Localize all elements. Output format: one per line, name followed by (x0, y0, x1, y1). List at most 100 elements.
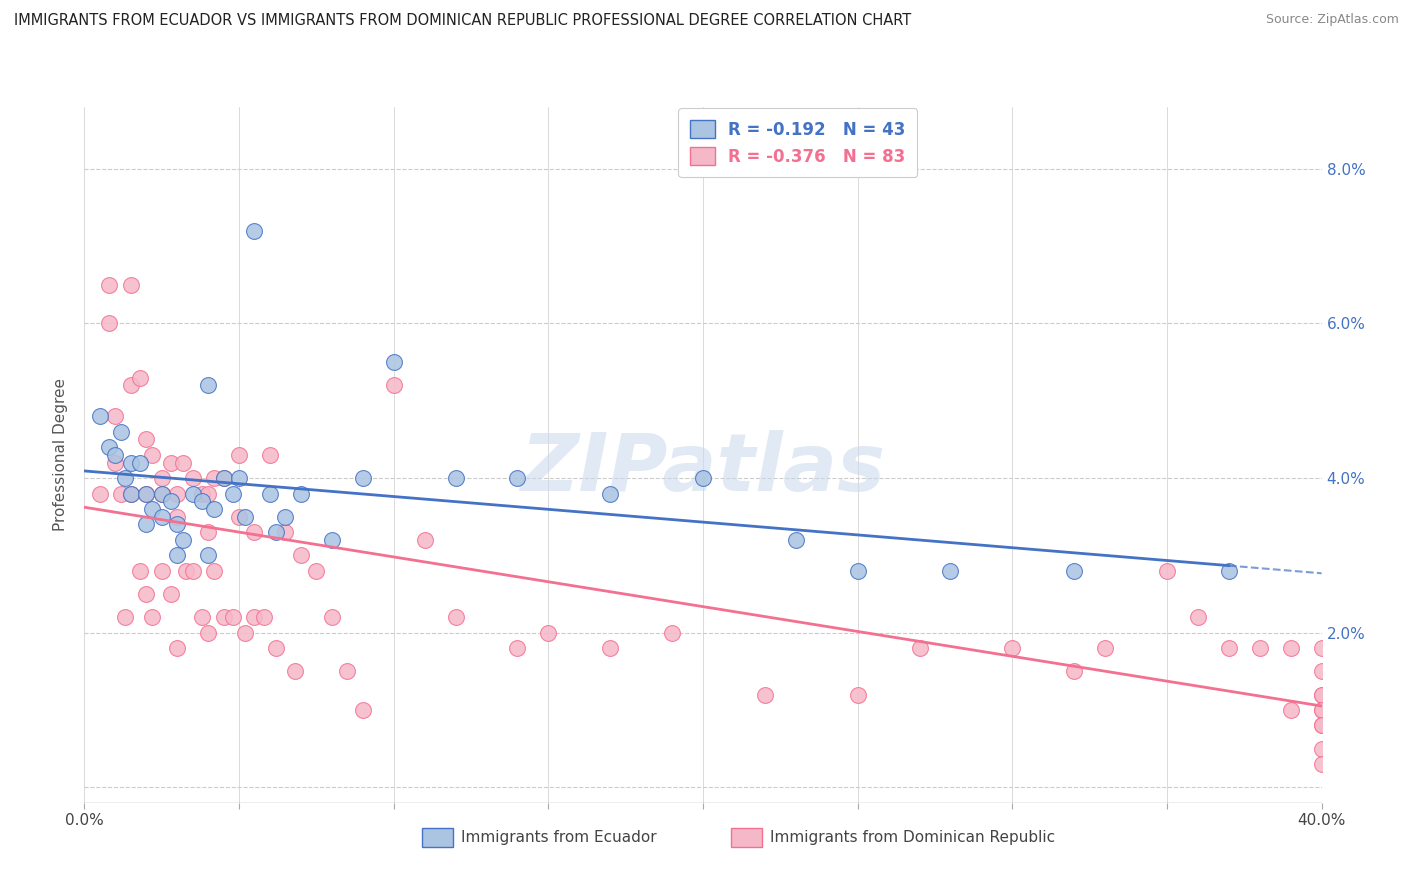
Point (181, 471, 204, 485)
Point (191, 494, 214, 508)
Point (233, 625, 256, 640)
Point (413, 533, 436, 547)
Point (110, 486, 132, 500)
Point (141, 448, 163, 462)
Point (253, 610, 276, 624)
Point (1310, 688, 1333, 702)
Point (537, 625, 560, 640)
Point (104, 409, 127, 424)
Point (1218, 564, 1240, 578)
Point (692, 471, 714, 485)
Point (1218, 641, 1240, 656)
Point (352, 471, 374, 485)
Legend: R = -0.192   N = 43, R = -0.376   N = 83: R = -0.192 N = 43, R = -0.376 N = 83 (678, 109, 917, 178)
Point (160, 587, 183, 601)
Point (846, 564, 869, 578)
Point (290, 549, 312, 563)
Point (754, 688, 776, 702)
Point (197, 549, 219, 563)
Point (785, 533, 807, 547)
Point (305, 564, 328, 578)
Point (114, 471, 136, 485)
Point (1249, 641, 1271, 656)
Point (191, 610, 214, 624)
Point (150, 471, 173, 485)
Point (1310, 718, 1333, 732)
Point (150, 486, 173, 500)
Point (212, 471, 235, 485)
Point (222, 610, 245, 624)
Point (89, 409, 111, 424)
Point (1310, 703, 1333, 717)
Point (336, 665, 359, 679)
Text: Source: ZipAtlas.com: Source: ZipAtlas.com (1265, 13, 1399, 27)
Text: Immigrants from Dominican Republic: Immigrants from Dominican Republic (770, 830, 1056, 845)
Point (135, 433, 157, 447)
Point (120, 486, 142, 500)
Point (129, 370, 152, 384)
Point (382, 355, 405, 369)
Point (114, 610, 136, 624)
Point (1187, 610, 1209, 624)
Y-axis label: Professional Degree: Professional Degree (53, 378, 69, 532)
Point (135, 517, 157, 532)
Point (1279, 703, 1302, 717)
Point (243, 610, 266, 624)
Point (104, 448, 127, 462)
Point (1310, 741, 1333, 756)
Point (181, 486, 204, 500)
Point (939, 564, 962, 578)
Point (212, 471, 235, 485)
Point (98, 317, 121, 331)
Text: IMMIGRANTS FROM ECUADOR VS IMMIGRANTS FROM DOMINICAN REPUBLIC PROFESSIONAL DEGRE: IMMIGRANTS FROM ECUADOR VS IMMIGRANTS FR… (14, 13, 911, 29)
Point (150, 564, 173, 578)
Point (104, 456, 127, 470)
Point (1310, 641, 1333, 656)
Point (908, 641, 931, 656)
Point (166, 509, 188, 524)
Point (228, 471, 250, 485)
Point (150, 509, 173, 524)
Point (202, 564, 225, 578)
Point (661, 625, 683, 640)
Point (135, 486, 157, 500)
Point (243, 525, 266, 540)
Point (1310, 665, 1333, 679)
Point (352, 703, 374, 717)
Point (243, 224, 266, 238)
Point (197, 378, 219, 392)
Point (110, 425, 132, 439)
Point (259, 486, 281, 500)
Point (290, 486, 312, 500)
Point (274, 509, 297, 524)
Point (222, 486, 245, 500)
Point (89, 486, 111, 500)
Text: ZIPatlas: ZIPatlas (520, 430, 886, 508)
Point (129, 564, 152, 578)
Point (120, 378, 142, 392)
Point (212, 610, 235, 624)
Point (228, 509, 250, 524)
Point (202, 502, 225, 516)
Point (166, 641, 188, 656)
Point (1279, 641, 1302, 656)
Point (141, 502, 163, 516)
Point (172, 456, 194, 470)
Point (141, 610, 163, 624)
Point (264, 525, 287, 540)
Point (1310, 718, 1333, 732)
Point (202, 471, 225, 485)
Point (197, 486, 219, 500)
Point (120, 486, 142, 500)
Point (135, 486, 157, 500)
Point (135, 587, 157, 601)
Point (264, 641, 287, 656)
Point (846, 688, 869, 702)
Point (129, 456, 152, 470)
Point (197, 525, 219, 540)
Point (160, 456, 183, 470)
Point (197, 625, 219, 640)
Point (1063, 564, 1085, 578)
Point (176, 564, 198, 578)
Point (120, 277, 142, 292)
